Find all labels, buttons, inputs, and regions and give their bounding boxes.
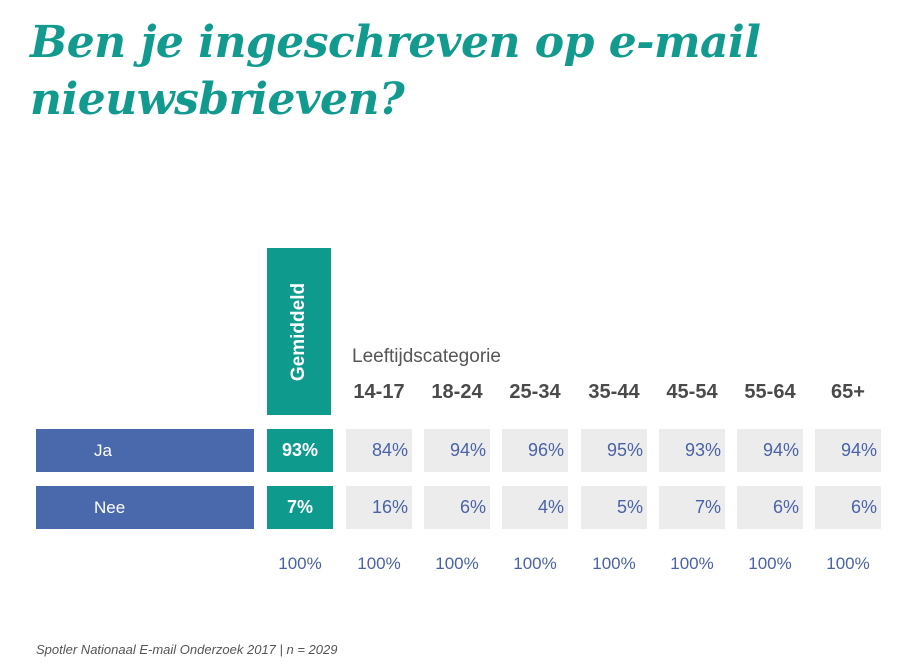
value-cell-nee-25-34: 4% xyxy=(502,486,568,529)
column-header-55-64: 55-64 xyxy=(744,381,796,403)
column-header-25-34: 25-34 xyxy=(509,381,561,403)
value-cell-nee-55-64: 6% xyxy=(737,486,803,529)
total-14-17: 100% xyxy=(357,554,401,573)
total-18-24: 100% xyxy=(435,554,479,573)
value-cell-ja-18-24: 94% xyxy=(424,429,490,472)
value-cell-ja-25-34: 96% xyxy=(502,429,568,472)
row-label-ja: Ja xyxy=(36,429,254,472)
value-cell-nee-65+: 6% xyxy=(815,486,881,529)
average-label: Gemiddeld xyxy=(288,282,309,381)
total-35-44: 100% xyxy=(592,554,636,573)
total-25-34: 100% xyxy=(513,554,557,573)
column-header-35-44: 35-44 xyxy=(588,381,640,403)
value-cell-nee-35-44: 5% xyxy=(581,486,647,529)
value-cell-ja-55-64: 94% xyxy=(737,429,803,472)
column-header-65+: 65+ xyxy=(831,381,865,403)
total-65+: 100% xyxy=(826,554,870,573)
column-header-18-24: 18-24 xyxy=(431,381,483,403)
average-cell-nee: 7% xyxy=(267,486,333,529)
page-title: Ben je ingeschreven op e-mail nieuwsbrie… xyxy=(30,17,761,125)
source-note: Spotler Nationaal E-mail Onderzoek 2017 … xyxy=(36,642,338,657)
value-cell-ja-14-17: 84% xyxy=(346,429,412,472)
value-cell-ja-65+: 94% xyxy=(815,429,881,472)
value-cell-ja-35-44: 95% xyxy=(581,429,647,472)
average-column-header: Gemiddeld xyxy=(267,248,331,415)
value-cell-nee-45-54: 7% xyxy=(659,486,725,529)
column-header-14-17: 14-17 xyxy=(353,381,405,403)
total-45-54: 100% xyxy=(670,554,714,573)
age-group-label: Leeftijdscategorie xyxy=(352,346,501,367)
average-cell-ja: 93% xyxy=(267,429,333,472)
value-cell-nee-14-17: 16% xyxy=(346,486,412,529)
value-cell-ja-45-54: 93% xyxy=(659,429,725,472)
row-label-nee: Nee xyxy=(36,486,254,529)
value-cell-nee-18-24: 6% xyxy=(424,486,490,529)
total-average: 100% xyxy=(278,554,322,573)
column-header-45-54: 45-54 xyxy=(666,381,718,403)
total-55-64: 100% xyxy=(748,554,792,573)
